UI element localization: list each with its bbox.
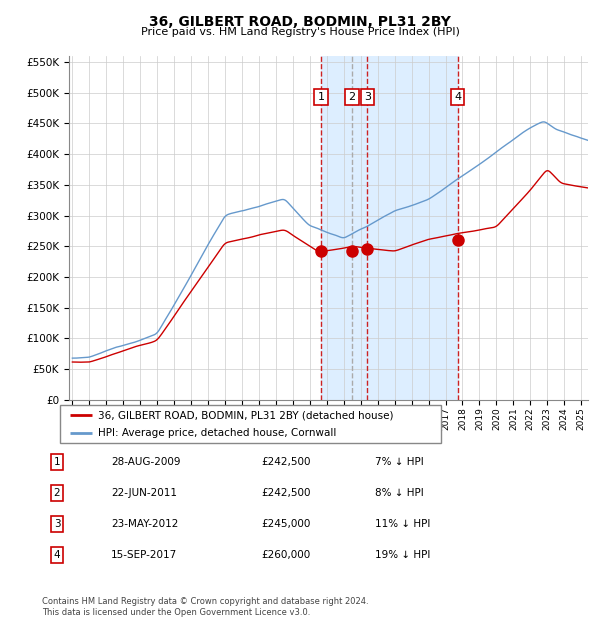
Text: 11% ↓ HPI: 11% ↓ HPI [375, 519, 430, 529]
Text: Contains HM Land Registry data © Crown copyright and database right 2024.
This d: Contains HM Land Registry data © Crown c… [42, 598, 368, 617]
Text: Price paid vs. HM Land Registry's House Price Index (HPI): Price paid vs. HM Land Registry's House … [140, 27, 460, 37]
Text: 23-MAY-2012: 23-MAY-2012 [111, 519, 178, 529]
Text: 1: 1 [317, 92, 325, 102]
Text: 4: 4 [454, 92, 461, 102]
Text: 3: 3 [364, 92, 371, 102]
Text: 3: 3 [53, 519, 61, 529]
Bar [321, 56, 458, 400]
Text: 2: 2 [348, 92, 355, 102]
Text: 19% ↓ HPI: 19% ↓ HPI [375, 550, 430, 560]
Text: 36, GILBERT ROAD, BODMIN, PL31 2BY: 36, GILBERT ROAD, BODMIN, PL31 2BY [149, 16, 451, 30]
Text: £245,000: £245,000 [261, 519, 310, 529]
Text: 7% ↓ HPI: 7% ↓ HPI [375, 457, 424, 467]
Text: HPI: Average price, detached house, Cornwall: HPI: Average price, detached house, Corn… [98, 428, 337, 438]
FancyBboxPatch shape [60, 405, 441, 443]
Text: 4: 4 [53, 550, 61, 560]
Text: 15-SEP-2017: 15-SEP-2017 [111, 550, 177, 560]
Text: 8% ↓ HPI: 8% ↓ HPI [375, 488, 424, 498]
Text: £260,000: £260,000 [261, 550, 310, 560]
Text: 36, GILBERT ROAD, BODMIN, PL31 2BY (detached house): 36, GILBERT ROAD, BODMIN, PL31 2BY (deta… [98, 410, 394, 420]
Text: 1: 1 [53, 457, 61, 467]
Text: 2: 2 [53, 488, 61, 498]
Text: 22-JUN-2011: 22-JUN-2011 [111, 488, 177, 498]
Text: £242,500: £242,500 [261, 457, 311, 467]
Text: 28-AUG-2009: 28-AUG-2009 [111, 457, 181, 467]
Text: £242,500: £242,500 [261, 488, 311, 498]
